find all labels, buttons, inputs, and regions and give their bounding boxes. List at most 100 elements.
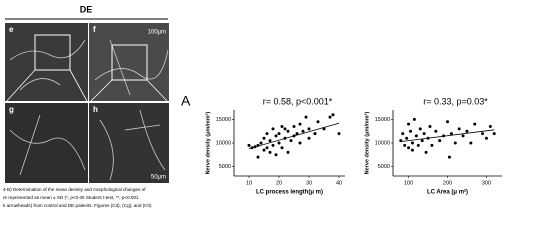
caption-line: 4-B) Determination of the mean density a… bbox=[3, 187, 146, 192]
x-tick-label: 200 bbox=[443, 180, 452, 186]
scatter-point bbox=[292, 134, 296, 138]
y-tick-label: 10000 bbox=[375, 140, 390, 146]
zoom-box bbox=[111, 44, 148, 81]
scatter-point bbox=[295, 132, 299, 136]
scatter-point bbox=[481, 132, 485, 136]
scatter-point bbox=[301, 129, 305, 133]
scatter-point bbox=[328, 115, 332, 119]
scatter-point bbox=[316, 120, 320, 124]
scatter-point bbox=[426, 136, 430, 140]
scatter-point bbox=[418, 127, 422, 131]
scatter-point bbox=[420, 139, 424, 143]
scatter-point bbox=[409, 129, 413, 133]
scatter-point bbox=[405, 136, 409, 140]
scatter-point bbox=[280, 146, 284, 150]
scatter-point bbox=[414, 134, 418, 138]
panel-g bbox=[5, 103, 88, 183]
scatter-point bbox=[253, 145, 257, 149]
scatter-point bbox=[399, 139, 403, 143]
scatter-point bbox=[428, 125, 432, 128]
x-tick-label: 10 bbox=[246, 180, 252, 186]
y-axis-label: Nerve density (μm/mm²) bbox=[363, 112, 370, 175]
scatter-point bbox=[416, 143, 420, 147]
x-tick-label: 100 bbox=[404, 180, 413, 186]
scatter-point bbox=[256, 155, 260, 159]
scatter-point bbox=[322, 127, 326, 131]
x-axis-label: LC Area (μ m²) bbox=[427, 189, 468, 196]
x-tick-label: 40 bbox=[336, 180, 342, 186]
scatter-point bbox=[430, 143, 434, 147]
scatter-point bbox=[447, 155, 451, 159]
scatter-point bbox=[268, 150, 272, 154]
chart-title: r= 0.58, p<0.001* bbox=[263, 96, 333, 106]
y-tick-label: 5000 bbox=[219, 164, 231, 170]
scatter-point bbox=[280, 125, 284, 128]
scatter-point bbox=[274, 153, 278, 157]
fit-line bbox=[400, 129, 495, 142]
scatter-point bbox=[277, 132, 281, 136]
scatter-point bbox=[298, 141, 302, 145]
panel-label: f bbox=[93, 25, 96, 34]
scatter-point bbox=[492, 132, 496, 136]
scatter-point bbox=[307, 127, 311, 131]
scatter-point bbox=[461, 134, 465, 138]
chart-title: r= 0.33, p=0.03* bbox=[423, 96, 488, 106]
zoom-line bbox=[69, 69, 89, 104]
scatter-point bbox=[407, 146, 411, 150]
scatter-point bbox=[449, 132, 453, 136]
panel-h bbox=[89, 103, 169, 183]
section-label: A bbox=[181, 93, 191, 109]
panel-label: e bbox=[9, 25, 14, 34]
scatter-point bbox=[313, 132, 317, 136]
scatter-point bbox=[453, 141, 457, 145]
nerve-fibers bbox=[9, 39, 169, 181]
y-tick-label: 15000 bbox=[375, 117, 390, 123]
scatter-point bbox=[401, 132, 405, 136]
zoom-line bbox=[88, 79, 113, 104]
scatter-point bbox=[289, 139, 293, 143]
scatter-point bbox=[424, 150, 428, 154]
zoom-box bbox=[34, 34, 71, 71]
scatter-point bbox=[292, 125, 296, 128]
scatter-point bbox=[403, 143, 407, 147]
scatter-point bbox=[457, 127, 461, 131]
scatter-point bbox=[250, 146, 254, 150]
scatter-point bbox=[488, 125, 492, 128]
y-axis-label: Nerve density (μm/mm²) bbox=[204, 112, 211, 175]
scatter-point bbox=[298, 122, 302, 126]
scatter-point bbox=[434, 129, 438, 133]
scatter-point bbox=[473, 122, 477, 126]
zoom-line bbox=[4, 69, 36, 104]
scatter-point bbox=[262, 136, 266, 140]
scatter-point bbox=[283, 136, 287, 140]
micrographs: e f g h 100μm 50μm bbox=[4, 23, 170, 183]
scatter-point bbox=[484, 136, 488, 140]
scatter-point bbox=[268, 139, 272, 143]
scatter-point bbox=[304, 115, 308, 119]
scale-bar-label: 100μm bbox=[148, 30, 166, 36]
scatter-point bbox=[442, 134, 446, 138]
y-tick-label: 10000 bbox=[216, 140, 231, 146]
scatter-point bbox=[262, 148, 266, 152]
scatter-point bbox=[407, 122, 411, 126]
x-axis-label: LC process length(μ m) bbox=[256, 190, 323, 196]
scatter-point bbox=[422, 132, 426, 136]
figure: DE e f g h 100μm 50μm 4-B) Determination… bbox=[3, 4, 502, 208]
y-tick-label: 5000 bbox=[378, 164, 390, 170]
scatter-point bbox=[283, 127, 287, 131]
x-tick-label: 300 bbox=[482, 180, 491, 186]
scatter-point bbox=[271, 143, 275, 147]
caption-line: k arrowheads) from control and DE patien… bbox=[3, 203, 152, 208]
scatter-point bbox=[446, 120, 449, 124]
y-tick-label: 15000 bbox=[216, 117, 231, 123]
scatter-point bbox=[265, 146, 269, 150]
scatter-point bbox=[274, 134, 278, 138]
x-tick-label: 20 bbox=[276, 180, 282, 186]
panel-label: h bbox=[93, 105, 98, 114]
figure-canvas: DE e f g h 100μm 50μm 4-B) Determination… bbox=[3, 4, 502, 208]
x-tick-label: 30 bbox=[306, 180, 312, 186]
scatter-point bbox=[271, 127, 275, 131]
scatter-point bbox=[410, 141, 414, 145]
scatter-point bbox=[412, 117, 416, 121]
scatter-point bbox=[307, 136, 311, 140]
